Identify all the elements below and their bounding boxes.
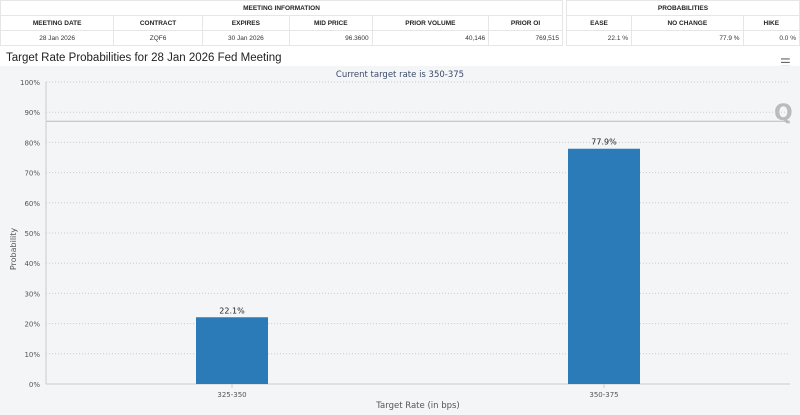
col-mid-price: MID PRICE <box>288 15 373 31</box>
meeting-date: 28 Jan 2026 <box>0 30 115 46</box>
contract: ZQF6 <box>113 30 203 46</box>
meeting-info-header: MEETING INFORMATION <box>0 0 563 16</box>
chart-subtitle: Current target rate is 350-375 <box>336 70 464 80</box>
hike-value: 0.0 % <box>742 30 800 46</box>
x-tick-label: 325-350 <box>217 391 246 399</box>
y-tick-label: 40% <box>24 260 40 268</box>
chart-title: Target Rate Probabilities for 28 Jan 202… <box>6 52 282 64</box>
table-row: 28 Jan 2026 ZQF6 30 Jan 2026 96.3600 40,… <box>0 30 563 46</box>
y-tick-label: 90% <box>24 109 40 117</box>
y-tick-label: 30% <box>24 290 40 298</box>
col-expires: EXPIRES <box>201 15 290 31</box>
meeting-info-table: MEETING INFORMATION MEETING DATE CONTRAC… <box>0 0 563 46</box>
y-tick-label: 20% <box>24 321 40 329</box>
bar-350-375 <box>568 148 640 384</box>
y-tick-label: 80% <box>24 139 40 147</box>
prior-volume: 40,146 <box>371 30 490 46</box>
bar-chart: Current target rate is 350-375 Probabili… <box>9 70 793 411</box>
data-label: 77.9% <box>591 138 617 147</box>
watermark-logo: Q <box>774 101 793 126</box>
col-hike: HIKE <box>742 15 800 31</box>
data-label: 22.1% <box>219 306 245 315</box>
col-meeting-date: MEETING DATE <box>0 15 115 31</box>
hamburger-menu-icon[interactable]: ☰ <box>780 56 791 70</box>
col-prior-oi: PRIOR OI <box>488 15 563 31</box>
table-row: 22.1 % 77.9 % 0.0 % <box>565 30 800 46</box>
y-tick-label: 100% <box>20 79 40 87</box>
x-axis-label: Target Rate (in bps) <box>375 401 460 411</box>
chart-area: Current target rate is 350-375 Probabili… <box>0 66 800 415</box>
expires: 30 Jan 2026 <box>201 30 290 46</box>
probabilities-table: PROBABILITIES EASE NO CHANGE HIKE 22.1 %… <box>565 0 800 46</box>
y-tick-label: 60% <box>24 200 40 208</box>
ease-value: 22.1 % <box>565 30 633 46</box>
y-tick-label: 10% <box>24 351 40 359</box>
y-tick-label: 50% <box>24 230 40 238</box>
col-prior-volume: PRIOR VOLUME <box>371 15 490 31</box>
col-no-change: NO CHANGE <box>631 15 744 31</box>
y-tick-label: 70% <box>24 170 40 178</box>
bar-325-350 <box>196 317 268 384</box>
no-change-value: 77.9 % <box>631 30 744 46</box>
probabilities-header: PROBABILITIES <box>566 0 800 16</box>
col-ease: EASE <box>565 15 633 31</box>
col-contract: CONTRACT <box>113 15 203 31</box>
mid-price: 96.3600 <box>288 30 373 46</box>
x-tick-label: 350-375 <box>589 391 618 399</box>
y-axis-label: Probability <box>9 228 18 271</box>
y-tick-label: 0% <box>29 381 40 389</box>
prior-oi: 769,515 <box>488 30 563 46</box>
